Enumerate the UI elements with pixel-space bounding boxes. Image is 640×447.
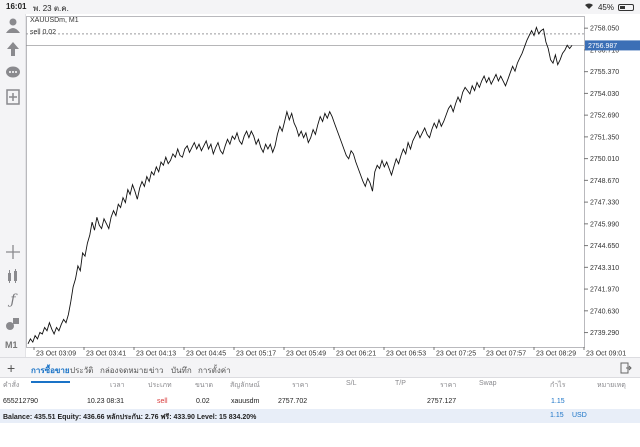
- col-cur-price[interactable]: ราคา: [440, 382, 457, 389]
- cell-cur-price: 2757.127: [427, 398, 457, 405]
- new-order-icon[interactable]: [4, 88, 22, 106]
- time-tick-label: 23 Oct 04:13: [136, 351, 176, 358]
- time-tick-label: 23 Oct 06:21: [336, 351, 376, 358]
- col-note[interactable]: หมายเหตุ: [597, 382, 626, 389]
- price-tick-label: 2751.350: [590, 134, 619, 141]
- current-price-box: [585, 40, 640, 51]
- price-tick-label: 2750.010: [590, 156, 619, 163]
- function-icon[interactable]: ƒ: [10, 292, 16, 308]
- col-tp[interactable]: T/P: [395, 380, 406, 387]
- time-tick-label: 23 Oct 08:29: [536, 351, 576, 358]
- tab-journal[interactable]: บันทึก: [171, 366, 192, 375]
- indicators-icon[interactable]: [4, 267, 22, 285]
- col-symbol[interactable]: สัญลักษณ์: [230, 382, 260, 389]
- chart-frame: [26, 16, 585, 348]
- time-tick-label: 23 Oct 03:41: [86, 351, 126, 358]
- price-tick-label: 2748.670: [590, 178, 619, 185]
- price-series-line: [27, 25, 573, 344]
- cell-price: 2757.702: [278, 398, 308, 405]
- col-time[interactable]: เวลา: [110, 382, 125, 389]
- price-tick-label: 2739.290: [590, 330, 619, 337]
- cell-order: 655212790: [3, 398, 39, 405]
- price-tick-label: 2743.310: [590, 265, 619, 272]
- status-bar: 16:01 พ. 23 ต.ค. 45%: [0, 0, 640, 14]
- status-time: 16:01: [6, 2, 27, 11]
- col-order[interactable]: คำสั่ง: [3, 382, 20, 389]
- objects-icon[interactable]: [4, 315, 22, 333]
- trade-up-icon[interactable]: [4, 40, 22, 58]
- status-right: 45%: [584, 2, 634, 12]
- cell-profit: 1.15: [551, 398, 565, 405]
- col-sl[interactable]: S/L: [346, 380, 357, 387]
- cell-symbol: xauusdm: [231, 398, 260, 405]
- time-tick-label: 23 Oct 06:53: [386, 351, 426, 358]
- cell-time: 10.23 08:31: [87, 398, 124, 405]
- status-date: พ. 23 ต.ค.: [33, 4, 69, 13]
- time-tick-label: 23 Oct 05:49: [286, 351, 326, 358]
- col-type[interactable]: ประเภท: [148, 382, 172, 389]
- price-tick-label: 2756.710: [590, 47, 619, 54]
- time-tick-label: 23 Oct 04:45: [186, 351, 226, 358]
- balance-text: Balance: 435.51 Equity: 436.66 หลักประกั…: [3, 414, 257, 421]
- price-tick-label: 2747.330: [590, 200, 619, 207]
- tab-settings[interactable]: การตั้งค่า: [198, 366, 231, 375]
- balance-bar: Balance: 435.51 Equity: 436.66 หลักประกั…: [0, 409, 640, 423]
- price-chart[interactable]: 2758.050 2756.710 2755.370 2754.030 2752.690…: [26, 14, 640, 357]
- time-tick-label: 23 Oct 07:25: [436, 351, 476, 358]
- add-icon[interactable]: +: [7, 360, 16, 376]
- left-toolbar: ƒ M1: [0, 14, 26, 357]
- battery-text: 45%: [597, 2, 614, 12]
- chart-canvas: 2758.050 2756.710 2755.370 2754.030 2752.690…: [26, 16, 640, 358]
- balance-currency: USD: [572, 412, 587, 419]
- price-tick-label: 2744.650: [590, 243, 619, 250]
- timeframe-label[interactable]: M1: [5, 340, 18, 350]
- tab-history[interactable]: ประวัติ: [70, 366, 94, 375]
- time-tick-label: 23 Oct 07:57: [486, 351, 526, 358]
- bottom-area: [0, 423, 640, 447]
- tab-trade[interactable]: การซื้อขาย: [31, 366, 70, 383]
- battery-fill: [620, 5, 625, 9]
- price-tick-label: 2752.690: [590, 113, 619, 120]
- tab-news[interactable]: ข่าว: [149, 366, 164, 375]
- current-price-label: 2756.987: [588, 43, 617, 50]
- chart-symbol: XAUUSDm, M1: [30, 17, 79, 24]
- terminal-tabs: + การซื้อขาย ประวัติ กล่องจดหมาย ข่าว บั…: [0, 357, 640, 383]
- time-tick-label: 23 Oct 05:17: [236, 351, 276, 358]
- balance-profit: 1.15: [550, 412, 564, 419]
- crosshair-icon[interactable]: [4, 243, 22, 261]
- price-tick-label: 2740.630: [590, 308, 619, 315]
- price-tick-label: 2755.370: [590, 69, 619, 76]
- exit-icon[interactable]: [620, 362, 632, 374]
- price-tick-label: 2745.990: [590, 221, 619, 228]
- price-tick-label: 2754.030: [590, 91, 619, 98]
- chat-icon[interactable]: [4, 64, 22, 82]
- cell-size: 0.02: [196, 398, 210, 405]
- price-tick-label: 2758.050: [590, 26, 619, 33]
- col-swap[interactable]: Swap: [479, 380, 497, 387]
- wifi-icon: [584, 2, 594, 12]
- time-tick-label: 23 Oct 03:09: [36, 351, 76, 358]
- tab-mailbox[interactable]: กล่องจดหมาย: [100, 366, 149, 375]
- account-icon[interactable]: [4, 16, 22, 34]
- col-size[interactable]: ขนาด: [195, 382, 214, 389]
- price-tick-label: 2741.970: [590, 287, 619, 294]
- time-tick-label: 23 Oct 09:01: [586, 351, 626, 358]
- order-line-label: sell 0.02: [30, 29, 57, 36]
- col-price[interactable]: ราคา: [292, 382, 309, 389]
- col-profit[interactable]: กำไร: [550, 382, 566, 389]
- battery-icon: [618, 3, 634, 11]
- cell-type: sell: [157, 398, 168, 405]
